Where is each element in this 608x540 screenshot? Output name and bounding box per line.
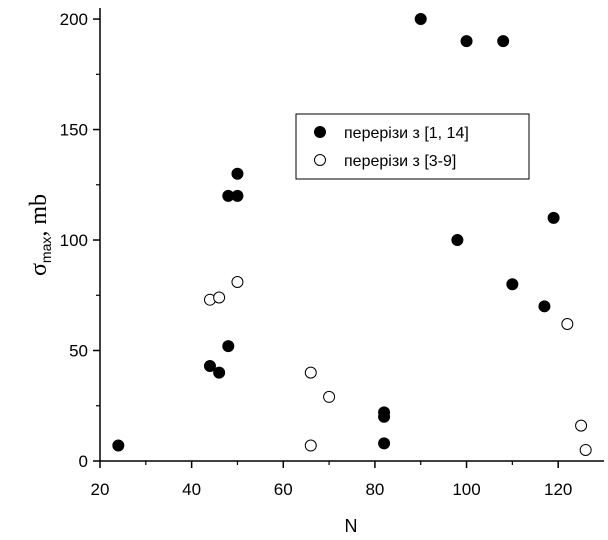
x-tick-label: 40 <box>182 480 201 499</box>
data-point-series-1 <box>506 278 519 291</box>
data-point-series-2 <box>579 443 592 456</box>
axes <box>99 8 604 462</box>
data-point-series-2 <box>231 276 244 289</box>
data-point-series-1 <box>460 35 473 48</box>
y-axis-label-unit: , mb <box>26 194 52 237</box>
legend-label-series-2: перерізи з [3-9] <box>344 153 456 170</box>
legend-box <box>295 113 530 180</box>
legend: перерізи з [1, 14] перерізи з [3-9] <box>295 113 530 180</box>
x-tick-label: 80 <box>365 480 384 499</box>
legend-label-series-1: перерізи з [1, 14] <box>344 125 469 142</box>
data-point-series-1 <box>378 437 391 450</box>
data-point-series-1 <box>414 13 427 26</box>
data-point-series-1 <box>112 439 125 452</box>
data-point-series-2 <box>213 291 226 304</box>
x-tick-label: 60 <box>274 480 293 499</box>
x-tick-label: 120 <box>544 480 572 499</box>
data-point-series-1 <box>222 340 235 353</box>
data-point-series-2 <box>323 390 336 403</box>
y-tick-label: 50 <box>69 342 88 361</box>
data-point-series-1 <box>203 359 216 372</box>
x-tick-label: 100 <box>452 480 480 499</box>
data-point-series-2 <box>304 439 317 452</box>
data-points <box>112 13 592 456</box>
legend-marker-open <box>314 154 326 166</box>
data-point-series-1 <box>497 35 510 48</box>
data-point-series-2 <box>575 419 588 432</box>
x-tick-label: 20 <box>91 480 110 499</box>
data-point-series-2 <box>561 317 574 330</box>
data-point-series-1 <box>451 234 464 247</box>
data-point-series-1 <box>547 211 560 224</box>
y-tick-label: 150 <box>60 121 88 140</box>
legend-marker-filled <box>314 126 326 138</box>
data-point-series-1 <box>231 189 244 202</box>
y-ticks: 0 50 100 150 200 <box>60 10 100 471</box>
data-point-series-2 <box>304 366 317 379</box>
y-tick-label: 200 <box>60 10 88 29</box>
data-point-series-1 <box>213 366 226 379</box>
data-point-series-1 <box>231 167 244 180</box>
x-ticks: 20 40 60 80 100 120 <box>91 461 572 499</box>
y-tick-label: 100 <box>60 231 88 250</box>
x-axis-label: N <box>345 516 358 536</box>
data-point-series-1 <box>378 410 391 423</box>
y-axis-label-sub: max <box>38 237 54 263</box>
y-axis-label-main: σ <box>26 263 52 276</box>
data-point-series-1 <box>538 300 551 313</box>
y-tick-label: 0 <box>79 452 88 471</box>
y-axis-label: σmax, mb <box>26 194 54 276</box>
